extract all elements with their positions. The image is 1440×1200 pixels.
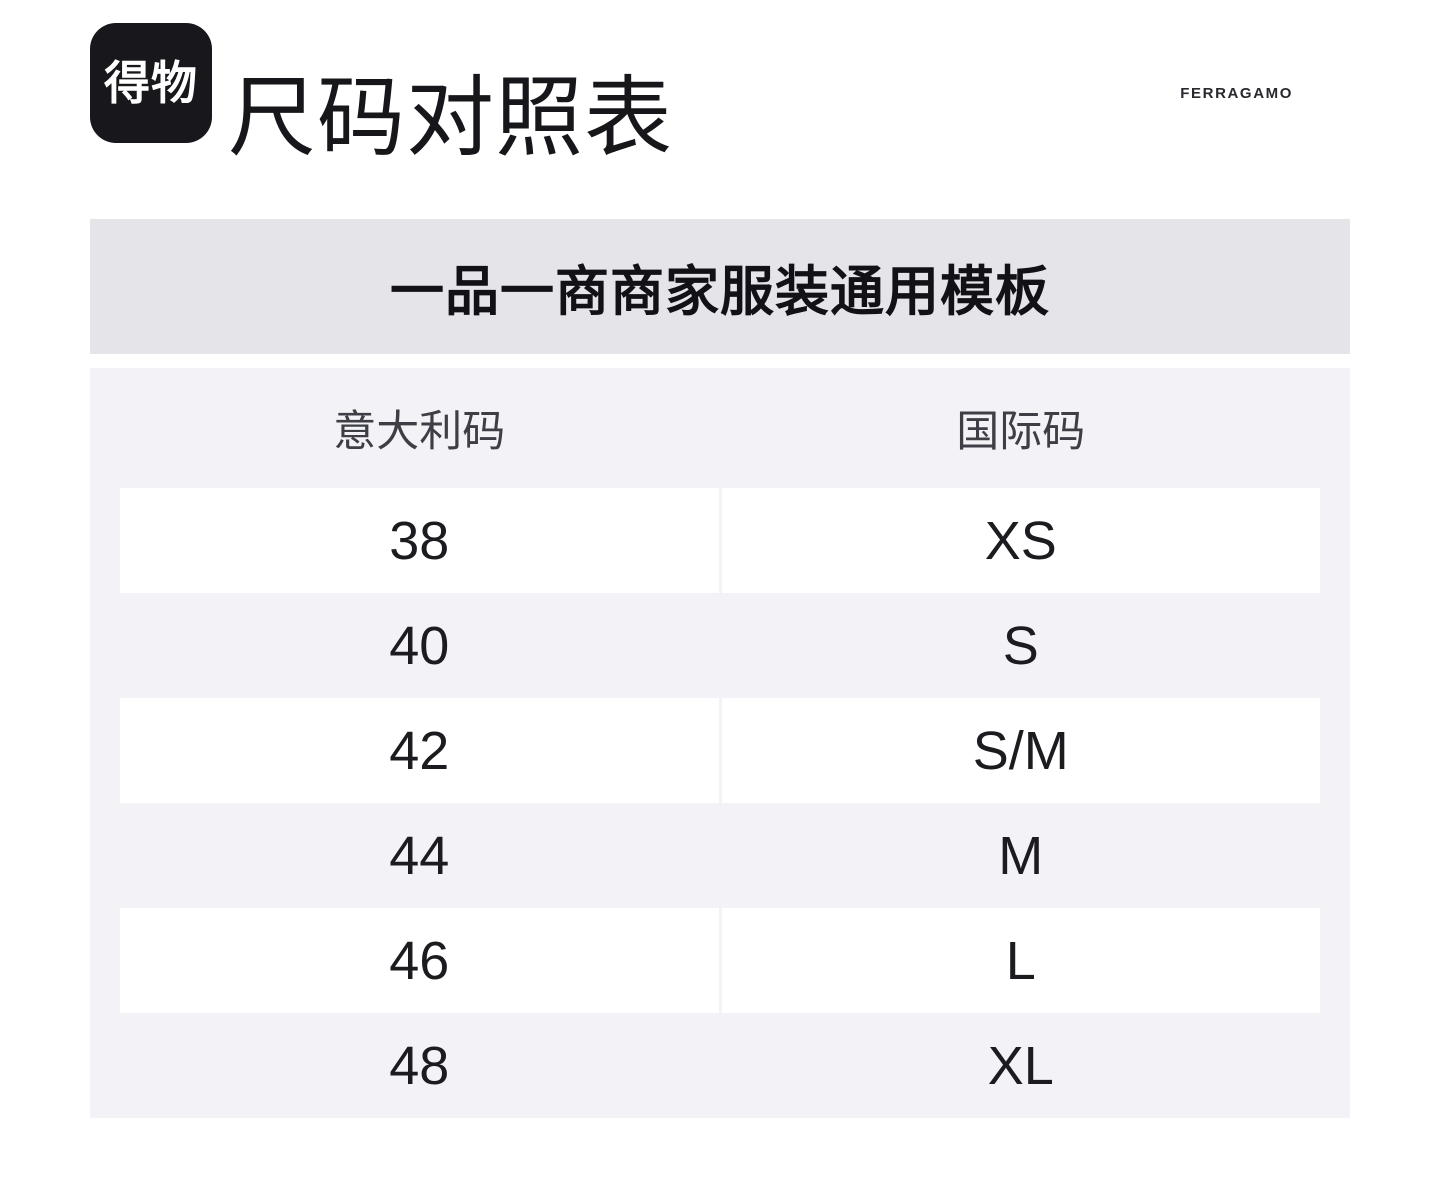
- italian-size-cell: 40: [389, 615, 450, 676]
- size-table: 意大利码 国际码 38 XS 40 S 42 S/M 44 M 46 L 48 XL: [90, 368, 1350, 1118]
- table-row: 38 XS: [120, 488, 1320, 593]
- italian-size-cell: 48: [389, 1035, 450, 1096]
- table-row: 40 S: [120, 593, 1320, 698]
- table-header-row: 意大利码 国际码: [120, 368, 1320, 488]
- dewu-logo-text: 得物: [104, 57, 198, 109]
- column-header-italian-size: 意大利码: [333, 408, 506, 456]
- international-size-cell: XS: [721, 488, 1320, 593]
- international-size-cell: XL: [987, 1035, 1054, 1096]
- table-row: 44 M: [120, 803, 1320, 908]
- international-size-cell: M: [998, 825, 1044, 886]
- international-size-cell: L: [721, 908, 1320, 1013]
- template-banner-title: 一品一商商家服装通用模板: [390, 262, 1050, 322]
- table-row: 46 L: [120, 908, 1320, 1013]
- brand-name: FERRAGAMO: [1180, 85, 1293, 102]
- italian-size-cell: 46: [120, 908, 719, 1013]
- page-title: 尺码对照表: [228, 67, 674, 167]
- table-row: 48 XL: [120, 1013, 1320, 1118]
- italian-size-cell: 42: [120, 698, 719, 803]
- international-size-cell: S/M: [721, 698, 1320, 803]
- international-size-cell: S: [1002, 615, 1039, 676]
- column-header-international-size: 国际码: [956, 408, 1086, 456]
- template-banner: 一品一商商家服装通用模板: [90, 219, 1350, 354]
- italian-size-cell: 38: [120, 488, 719, 593]
- table-body: 38 XS 40 S 42 S/M 44 M 46 L 48 XL: [120, 488, 1320, 1118]
- italian-size-cell: 44: [389, 825, 450, 886]
- table-row: 42 S/M: [120, 698, 1320, 803]
- dewu-app-logo: 得物: [90, 23, 212, 143]
